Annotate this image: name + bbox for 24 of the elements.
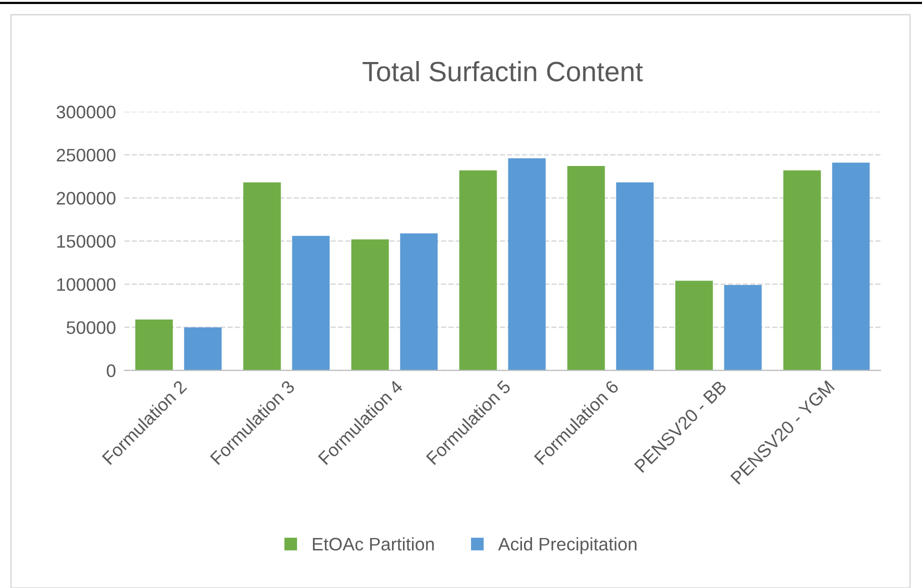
bar bbox=[351, 239, 389, 370]
bar bbox=[135, 320, 173, 370]
chart-title: Total Surfactin Content bbox=[362, 61, 643, 82]
y-tick-label: 50000 bbox=[66, 321, 116, 334]
bar bbox=[400, 233, 438, 370]
bar bbox=[832, 162, 870, 370]
bar bbox=[184, 327, 222, 370]
bar bbox=[292, 236, 330, 370]
y-tick-label: 0 bbox=[106, 364, 116, 378]
y-tick-label: 250000 bbox=[56, 148, 116, 162]
legend-label: Acid Precipitation bbox=[498, 537, 636, 554]
bar bbox=[616, 182, 654, 370]
bar bbox=[459, 170, 497, 370]
legend-label: EtOAc Partition bbox=[312, 537, 434, 551]
bar bbox=[724, 285, 762, 370]
bar bbox=[675, 280, 713, 370]
bar bbox=[783, 170, 821, 370]
bar bbox=[567, 166, 605, 370]
bar bbox=[508, 158, 546, 370]
y-tick-label: 300000 bbox=[56, 106, 116, 118]
y-tick-label: 150000 bbox=[57, 235, 116, 248]
y-tick-label: 100000 bbox=[57, 278, 116, 291]
bar bbox=[243, 182, 281, 370]
y-tick-label: 200000 bbox=[56, 192, 116, 205]
